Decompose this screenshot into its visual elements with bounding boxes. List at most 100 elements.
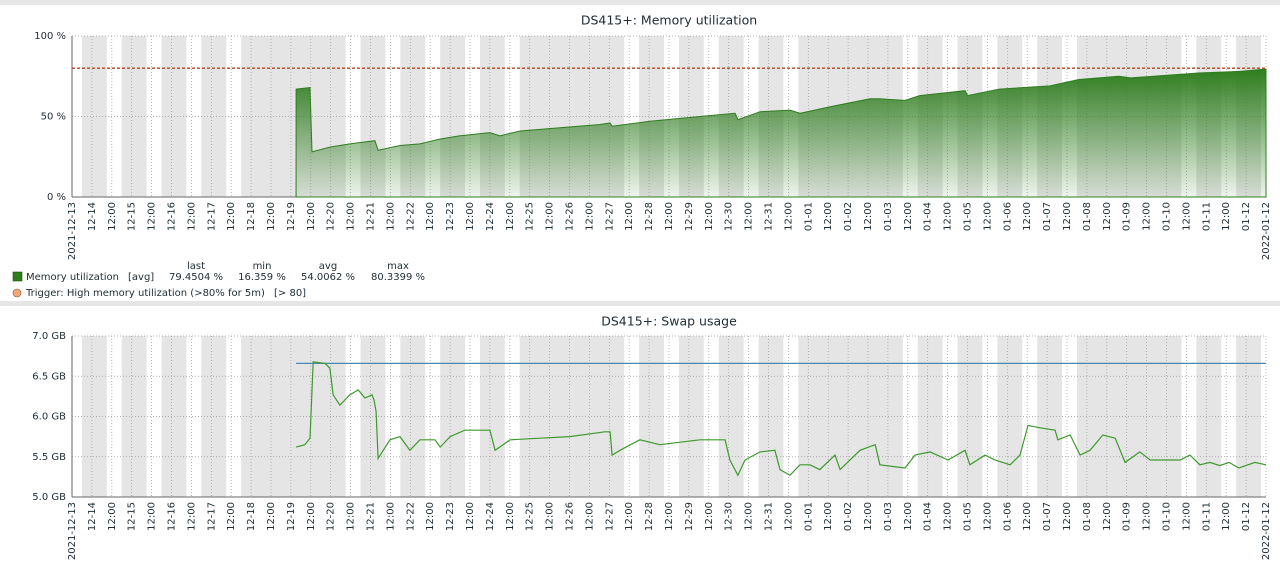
x-tick-label: 12:00 bbox=[306, 502, 317, 531]
legend-stat-value: 80.3399 % bbox=[371, 272, 425, 283]
working-time bbox=[226, 36, 242, 197]
x-tick-label: 12:00 bbox=[584, 502, 595, 531]
x-tick-label: 12-31 bbox=[764, 502, 775, 531]
x-tick-label: 12-14 bbox=[87, 202, 98, 231]
x-tick-label: 12:00 bbox=[903, 502, 914, 531]
x-tick-label: 12:00 bbox=[1181, 202, 1192, 231]
x-tick-label: 01-11 bbox=[1201, 502, 1212, 531]
x-tick-label: 12:00 bbox=[863, 502, 874, 531]
x-tick-label: 12:00 bbox=[1181, 502, 1192, 531]
legend-stat-name: max bbox=[387, 261, 409, 272]
x-tick-label: 12:00 bbox=[624, 502, 635, 531]
x-tick-label: 12:00 bbox=[107, 502, 118, 531]
working-time bbox=[146, 36, 162, 197]
x-tick-label: 12-26 bbox=[565, 202, 576, 231]
x-tick-label: 12:00 bbox=[1102, 202, 1113, 231]
x-tick-label: 12:00 bbox=[107, 202, 118, 231]
x-tick-label: 12:00 bbox=[783, 202, 794, 231]
working-time bbox=[345, 336, 361, 497]
x-tick-label: 12-28 bbox=[644, 502, 655, 531]
x-tick-label: 01-09 bbox=[1122, 502, 1133, 531]
x-tick-label: 12-20 bbox=[326, 202, 337, 231]
x-tick-label: 12-14 bbox=[87, 502, 98, 531]
x-tick-label: 12:00 bbox=[744, 202, 755, 231]
x-tick-label: 01-12 bbox=[1241, 502, 1252, 531]
legend-stat-value: 54.0062 % bbox=[301, 272, 355, 283]
x-tick-label: 12:00 bbox=[545, 202, 556, 231]
y-tick-label: 7.0 GB bbox=[32, 331, 66, 342]
x-tick-label: 12:00 bbox=[744, 502, 755, 531]
x-tick-label: 12:00 bbox=[943, 202, 954, 231]
working-time bbox=[186, 36, 202, 197]
x-tick-label: 01-04 bbox=[923, 202, 934, 231]
x-tick-label: 12:00 bbox=[1062, 502, 1073, 531]
x-tick-label: 12:00 bbox=[1102, 502, 1113, 531]
x-tick-label: 2021-12-13 bbox=[67, 202, 78, 260]
x-tick-label: 12:00 bbox=[425, 202, 436, 231]
x-tick-label: 01-04 bbox=[923, 502, 934, 531]
x-tick-label: 12-27 bbox=[604, 502, 615, 531]
x-tick-label: 12:00 bbox=[186, 502, 197, 531]
x-tick-label: 12:00 bbox=[584, 202, 595, 231]
x-tick-label: 12:00 bbox=[943, 502, 954, 531]
x-tick-label: 12:00 bbox=[823, 202, 834, 231]
x-tick-label: 12-25 bbox=[525, 502, 536, 531]
line bbox=[295, 361, 1267, 477]
working-time bbox=[186, 336, 202, 497]
y-tick-label: 0 % bbox=[47, 192, 66, 203]
working-time bbox=[72, 36, 82, 197]
trigger-icon bbox=[12, 288, 22, 298]
x-tick-label: 12:00 bbox=[306, 202, 317, 231]
x-tick-label: 12:00 bbox=[545, 502, 556, 531]
x-tick-label: 01-02 bbox=[843, 502, 854, 531]
chart-title: DS415+: Memory utilization bbox=[581, 13, 757, 28]
x-tick-label: 12-26 bbox=[565, 502, 576, 531]
x-tick-label: 01-07 bbox=[1042, 502, 1053, 531]
x-tick-label: 01-07 bbox=[1042, 202, 1053, 231]
x-tick-label: 12:00 bbox=[1142, 202, 1153, 231]
x-tick-label: 12:00 bbox=[425, 502, 436, 531]
y-tick-label: 5.5 GB bbox=[32, 452, 66, 463]
legend-swatch bbox=[12, 271, 23, 282]
x-tick-label: 12-25 bbox=[525, 202, 536, 231]
legend-stat-name: min bbox=[253, 261, 272, 272]
x-tick-label: 12:00 bbox=[1221, 502, 1232, 531]
x-tick-label: 01-05 bbox=[963, 502, 974, 531]
x-tick-label: 12-21 bbox=[366, 202, 377, 231]
x-tick-label: 12:00 bbox=[226, 502, 237, 531]
x-tick-label: 2022-01-12 bbox=[1261, 202, 1272, 260]
x-tick-label: 12-29 bbox=[684, 502, 695, 531]
x-tick-label: 12-15 bbox=[127, 502, 138, 531]
x-tick-label: 12:00 bbox=[624, 202, 635, 231]
separator bbox=[0, 301, 1280, 306]
x-tick-label: 12-23 bbox=[445, 202, 456, 231]
x-tick-label: 12:00 bbox=[346, 502, 357, 531]
x-tick-label: 12-18 bbox=[246, 202, 257, 231]
x-tick-label: 01-05 bbox=[963, 202, 974, 231]
x-tick-label: 12:00 bbox=[664, 202, 675, 231]
x-tick-label: 01-01 bbox=[803, 202, 814, 231]
y-tick-label: 100 % bbox=[34, 31, 66, 42]
x-tick-label: 12-22 bbox=[405, 202, 416, 231]
x-tick-label: 12:00 bbox=[1022, 202, 1033, 231]
x-tick-label: 01-11 bbox=[1201, 202, 1212, 231]
y-tick-label: 6.5 GB bbox=[32, 371, 66, 382]
x-tick-label: 12-29 bbox=[684, 202, 695, 231]
working-time bbox=[942, 336, 958, 497]
x-tick-label: 12-31 bbox=[764, 202, 775, 231]
x-tick-label: 12-30 bbox=[724, 202, 735, 231]
x-tick-label: 01-10 bbox=[1162, 502, 1173, 531]
x-tick-label: 01-08 bbox=[1082, 502, 1093, 531]
x-tick-label: 12-24 bbox=[485, 202, 496, 231]
x-tick-label: 12-21 bbox=[366, 502, 377, 531]
x-tick-label: 12:00 bbox=[903, 202, 914, 231]
x-tick-label: 12-24 bbox=[485, 502, 496, 531]
x-tick-label: 12-16 bbox=[167, 502, 178, 531]
x-tick-label: 12-30 bbox=[724, 502, 735, 531]
x-tick-label: 12-15 bbox=[127, 202, 138, 231]
x-tick-label: 01-03 bbox=[883, 502, 894, 531]
legend-label: Memory utilization bbox=[26, 272, 119, 283]
y-tick-label: 50 % bbox=[41, 112, 66, 123]
top-bar bbox=[0, 0, 1280, 5]
